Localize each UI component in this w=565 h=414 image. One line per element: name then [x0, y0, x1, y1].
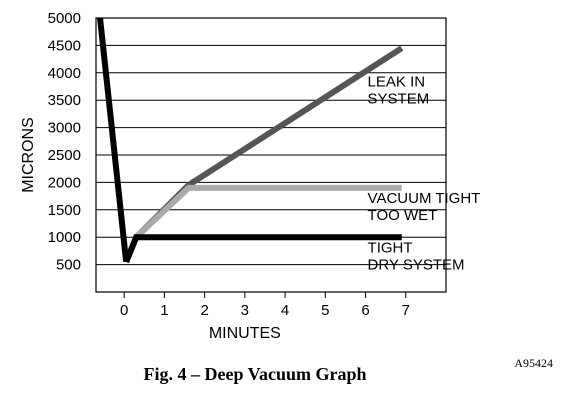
pumpdown-line	[97, 17, 130, 263]
y-tick-label: 3500	[48, 92, 81, 109]
y-tick-label: 4500	[48, 37, 81, 54]
annotation-label: DRY SYSTEM	[368, 257, 465, 274]
y-tick-label: 1000	[48, 229, 81, 246]
y-axis-title: MICRONS	[20, 117, 37, 193]
x-axis-title: MINUTES	[209, 325, 281, 342]
y-tick-label: 500	[56, 257, 81, 274]
annotation-label: TIGHT	[368, 240, 413, 257]
x-tick-label: 3	[241, 302, 249, 319]
y-tick-label: 3000	[48, 120, 81, 137]
figure-code: A95424	[514, 356, 553, 370]
series-line	[123, 234, 402, 263]
annotation-label: LEAK IN	[368, 74, 426, 91]
y-tick-label: 4000	[48, 65, 81, 82]
annotation-label: TOO WET	[368, 207, 438, 224]
y-tick-label: 2000	[48, 174, 81, 191]
annotation-label: VACUUM TIGHT	[368, 190, 481, 207]
deep-vacuum-chart: 500 1000 1500 2000 2500 3000 3500 4000 4500 5000 0…	[20, 10, 481, 342]
x-tick-label: 5	[321, 302, 329, 319]
x-tick-label: 2	[200, 302, 208, 319]
x-tick-label: 0	[120, 302, 128, 319]
x-tick-label: 1	[160, 302, 168, 319]
y-tick-label: 2500	[48, 147, 81, 164]
x-tick-label: 6	[361, 302, 369, 319]
plot-frame	[95, 17, 447, 293]
y-tick-label: 1500	[48, 202, 81, 219]
x-tick-label: 7	[402, 302, 410, 319]
series-line	[123, 184, 402, 263]
y-tick-label: 5000	[48, 10, 81, 27]
annotation-label: SYSTEM	[368, 91, 430, 108]
x-tick-label: 4	[281, 302, 289, 319]
figure-caption: Fig. 4 – Deep Vacuum Graph	[143, 364, 367, 384]
